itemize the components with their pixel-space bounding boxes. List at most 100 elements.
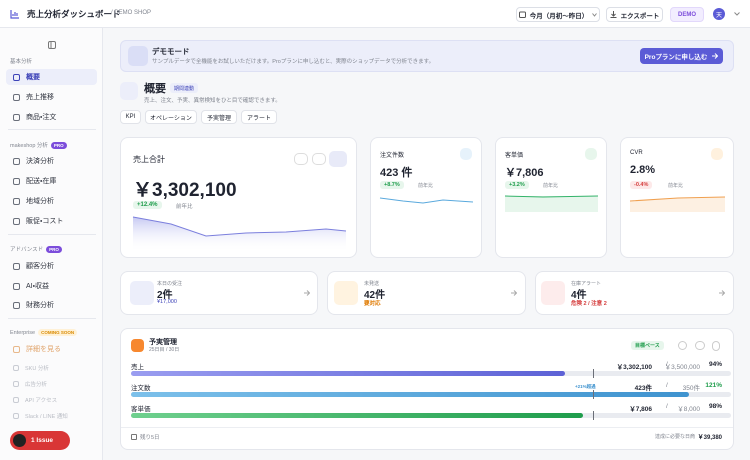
icon: [13, 217, 20, 225]
section-label: アドバンスド PRO: [10, 245, 62, 253]
kpi-value: ￥3,302,100: [133, 180, 237, 201]
ops-value: 4件: [571, 290, 587, 301]
icon: [131, 339, 144, 352]
nav-item[interactable]: 販促・コスト: [6, 213, 97, 229]
target-value: ￥8,000: [677, 406, 700, 413]
nav-item[interactable]: 商品・注文: [6, 109, 97, 125]
icon: [541, 281, 565, 305]
row-label: 客単価: [131, 406, 151, 413]
nav-label: Slack / LINE 通知: [25, 414, 68, 420]
section-label: 基本分析: [10, 57, 32, 65]
row-label: 注文数: [131, 385, 151, 392]
demo-badge[interactable]: DEMO: [670, 7, 704, 22]
nav-item[interactable]: 顧客分析: [6, 258, 97, 274]
icon: [13, 73, 20, 81]
ops-label: 在庫アラート: [571, 281, 602, 287]
kpi-value: 2.8%: [630, 164, 656, 176]
app-title: 売上分析ダッシュボード: [27, 9, 121, 19]
pace-badge: 目標ペース: [631, 341, 664, 350]
section-label: Enterprise COMING SOON: [10, 329, 78, 336]
icon-button[interactable]: [329, 151, 347, 167]
kpi-change: +8.7%: [380, 181, 404, 189]
icon: [511, 290, 517, 296]
nav-item[interactable]: 概要: [6, 69, 97, 85]
nav-item[interactable]: 決済分析: [6, 153, 97, 169]
icon-button[interactable]: [695, 341, 705, 350]
nav-item[interactable]: 詳細を見る: [6, 341, 97, 357]
kpi-change: +3.2%: [505, 181, 529, 189]
kpi-label: 売上合計: [133, 155, 165, 164]
period-label: 今月（月初〜昨日）: [529, 12, 589, 20]
kpi-change: -0.4%: [630, 181, 653, 189]
icon-button[interactable]: [678, 341, 687, 350]
issue-button[interactable]: 1 Issue: [10, 431, 70, 450]
icon: [13, 301, 20, 309]
avatar[interactable]: 天: [713, 8, 725, 20]
icon: [13, 434, 26, 447]
progress-bar: [131, 413, 584, 418]
nav-item: API アクセス: [6, 392, 97, 408]
tab[interactable]: アラート: [241, 110, 277, 124]
nav-item: SKU 分析: [6, 360, 97, 376]
ops-label: 未発送: [364, 281, 380, 287]
period-badge: 期間連動: [170, 83, 199, 93]
icon-button[interactable]: [712, 341, 720, 351]
ops-value: 2件: [157, 290, 173, 301]
percent: 121%: [705, 382, 722, 389]
banner-text: サンプルデータで全機能をお試しいただけます。Proプランに申し込むと、実際のショ…: [152, 59, 435, 65]
section-title: makeshop 分析: [10, 143, 48, 149]
budget-day: 25日目 / 30日: [149, 347, 180, 353]
ops-label: 本日の受注: [157, 281, 183, 287]
nav-label: 広告分析: [25, 382, 48, 388]
nav-label: 地域分析: [26, 198, 54, 205]
target-marker: [592, 390, 594, 399]
period-select[interactable]: 今月（月初〜昨日）: [516, 7, 600, 22]
actual-value: ￥3,302,100: [616, 364, 652, 371]
percent: 94%: [708, 361, 722, 368]
actual-value: 423件: [634, 385, 652, 392]
section-title: アドバンスド: [10, 247, 44, 253]
icon: [13, 413, 19, 419]
issue-label: 1 Issue: [31, 437, 54, 444]
icon: [13, 93, 20, 101]
shop-name: / DEMO SHOP: [111, 10, 152, 16]
tab[interactable]: 予実管理: [201, 110, 237, 124]
kpi-compare: 前年比: [418, 183, 434, 189]
nav-label: 商品・注文: [26, 114, 57, 121]
icon-button[interactable]: [294, 153, 308, 165]
separator: /: [666, 403, 668, 410]
collapse-icon[interactable]: [48, 41, 56, 49]
nav-item[interactable]: 地域分析: [6, 193, 97, 209]
icon: [131, 434, 137, 440]
icon-button[interactable]: [312, 153, 326, 165]
nav-item[interactable]: 配送・在庫: [6, 173, 97, 189]
tab[interactable]: KPI: [120, 110, 141, 124]
kpi-label: 客単価: [505, 153, 524, 159]
nav-label: 販促・コスト: [26, 218, 64, 225]
nav-item[interactable]: AI・収益: [6, 278, 97, 294]
nav-label: AI・収益: [26, 283, 49, 290]
upgrade-button[interactable]: Proプランに申し込む: [640, 48, 723, 64]
nav-item[interactable]: 財務分析: [6, 297, 97, 313]
kpi-compare: 前年比: [543, 183, 559, 189]
icon: [130, 281, 154, 305]
tab[interactable]: オペレーション: [145, 110, 197, 124]
kpi-change: +12.4%: [133, 201, 162, 209]
target-marker: [592, 411, 594, 420]
divider: [8, 318, 96, 319]
percent: 98%: [708, 403, 722, 410]
divider: [8, 234, 96, 235]
icon: [334, 281, 358, 305]
icon: [734, 12, 740, 16]
target-marker: [592, 369, 594, 378]
export-button[interactable]: エクスポート: [606, 7, 663, 22]
row-label: 売上: [131, 364, 144, 371]
nav-item[interactable]: 売上推移: [6, 89, 97, 105]
ops-card[interactable]: [535, 271, 734, 315]
icon: [518, 11, 526, 18]
ops-card[interactable]: [327, 271, 526, 315]
icon: [304, 290, 310, 296]
nav-label: 詳細を見る: [26, 346, 61, 353]
separator: /: [666, 382, 668, 389]
